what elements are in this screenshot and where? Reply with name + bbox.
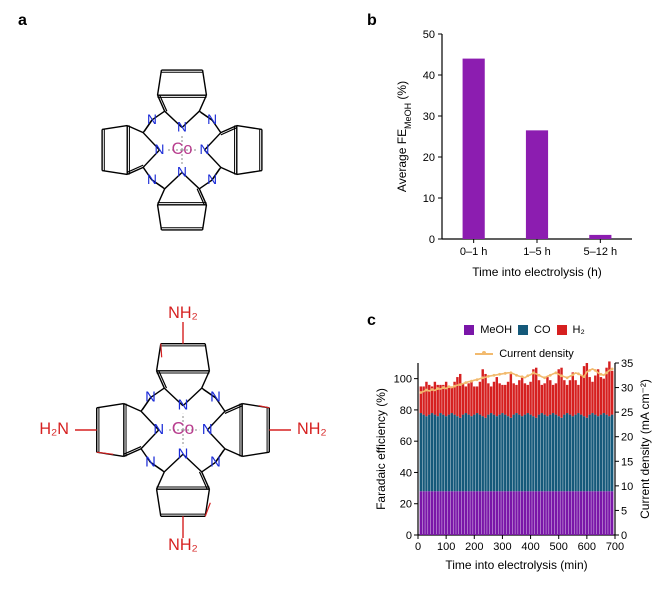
svg-text:0: 0 xyxy=(429,234,435,246)
svg-text:20: 20 xyxy=(621,432,633,444)
svg-text:15: 15 xyxy=(621,456,633,468)
copc-nh2-structure: NNH₂NNH₂NNH₂NH₂NNNNNCo xyxy=(28,290,338,570)
svg-text:Co: Co xyxy=(172,418,195,438)
svg-text:N: N xyxy=(153,422,164,438)
svg-text:N: N xyxy=(177,165,187,180)
panel-a-label: a xyxy=(18,12,27,30)
legend-label-meoh: MeOH xyxy=(480,324,512,336)
panel-c-label: c xyxy=(367,312,376,330)
svg-text:40: 40 xyxy=(423,70,435,82)
legend-label-h2: H₂ xyxy=(573,324,585,336)
svg-text:N: N xyxy=(178,446,189,462)
svg-text:20: 20 xyxy=(423,152,435,164)
svg-text:N: N xyxy=(178,398,189,414)
legend-label-co: CO xyxy=(534,324,551,336)
svg-text:NH₂: NH₂ xyxy=(297,420,327,438)
svg-text:N: N xyxy=(147,112,157,127)
copc-structure: NNNNNNNNCo xyxy=(52,30,312,270)
svg-text:300: 300 xyxy=(493,541,511,553)
svg-text:700: 700 xyxy=(606,541,624,553)
svg-text:30: 30 xyxy=(621,383,633,395)
svg-text:1–5 h: 1–5 h xyxy=(523,246,551,258)
panel-b-chart: 0 10 20 30 40 50 0–1 h 1–5 h 5–12 h Time into ele… xyxy=(392,24,637,284)
svg-text:20: 20 xyxy=(400,499,412,511)
svg-text:35: 35 xyxy=(621,358,633,370)
svg-text:Current density (mA cm⁻²): Current density (mA cm⁻²) xyxy=(638,379,652,519)
svg-text:40: 40 xyxy=(400,467,412,479)
svg-text:50: 50 xyxy=(423,29,435,41)
legend-swatch-co xyxy=(518,325,528,335)
svg-text:N: N xyxy=(207,112,217,127)
svg-text:100: 100 xyxy=(394,374,412,386)
svg-text:80: 80 xyxy=(400,405,412,417)
svg-text:N: N xyxy=(200,142,210,157)
svg-text:NH₂: NH₂ xyxy=(168,304,198,322)
svg-text:N: N xyxy=(145,454,156,470)
svg-text:N: N xyxy=(177,120,187,135)
svg-text:0–1 h: 0–1 h xyxy=(460,246,488,258)
svg-text:Co: Co xyxy=(172,140,193,158)
svg-text:100: 100 xyxy=(437,541,455,553)
svg-text:600: 600 xyxy=(578,541,596,553)
svg-text:Faradaic efficiency (%): Faradaic efficiency (%) xyxy=(374,388,388,510)
svg-text:0: 0 xyxy=(406,530,412,542)
svg-text:NH₂: NH₂ xyxy=(168,536,198,554)
legend-swatch-h2 xyxy=(557,325,567,335)
svg-text:Average FEMeOH (%): Average FEMeOH (%) xyxy=(395,81,413,192)
panel-c-legend: MeOH CO H₂ Current density xyxy=(412,324,637,360)
svg-text:N: N xyxy=(145,390,156,406)
svg-text:N: N xyxy=(210,454,221,470)
panel-c-chart: 0204060801000510152025303501002003004005… xyxy=(372,357,657,575)
svg-text:10: 10 xyxy=(423,193,435,205)
svg-text:25: 25 xyxy=(621,407,633,419)
svg-text:N: N xyxy=(207,172,217,187)
svg-text:10: 10 xyxy=(621,481,633,493)
svg-text:N: N xyxy=(147,172,157,187)
svg-text:Time into electrolysis (min): Time into electrolysis (min) xyxy=(445,558,587,572)
svg-text:30: 30 xyxy=(423,111,435,123)
svg-text:500: 500 xyxy=(550,541,568,553)
panel-b-label: b xyxy=(367,12,377,30)
svg-text:Time into electrolysis (h): Time into electrolysis (h) xyxy=(472,265,602,279)
svg-text:H₂N: H₂N xyxy=(39,420,69,438)
svg-text:60: 60 xyxy=(400,436,412,448)
svg-text:200: 200 xyxy=(465,541,483,553)
svg-text:5–12 h: 5–12 h xyxy=(584,246,618,258)
svg-text:N: N xyxy=(155,142,165,157)
legend-swatch-current xyxy=(475,353,493,355)
svg-text:5: 5 xyxy=(621,505,627,517)
svg-text:N: N xyxy=(202,422,213,438)
svg-text:N: N xyxy=(210,390,221,406)
svg-text:0: 0 xyxy=(415,541,421,553)
legend-swatch-meoh xyxy=(464,325,474,335)
svg-text:400: 400 xyxy=(521,541,539,553)
